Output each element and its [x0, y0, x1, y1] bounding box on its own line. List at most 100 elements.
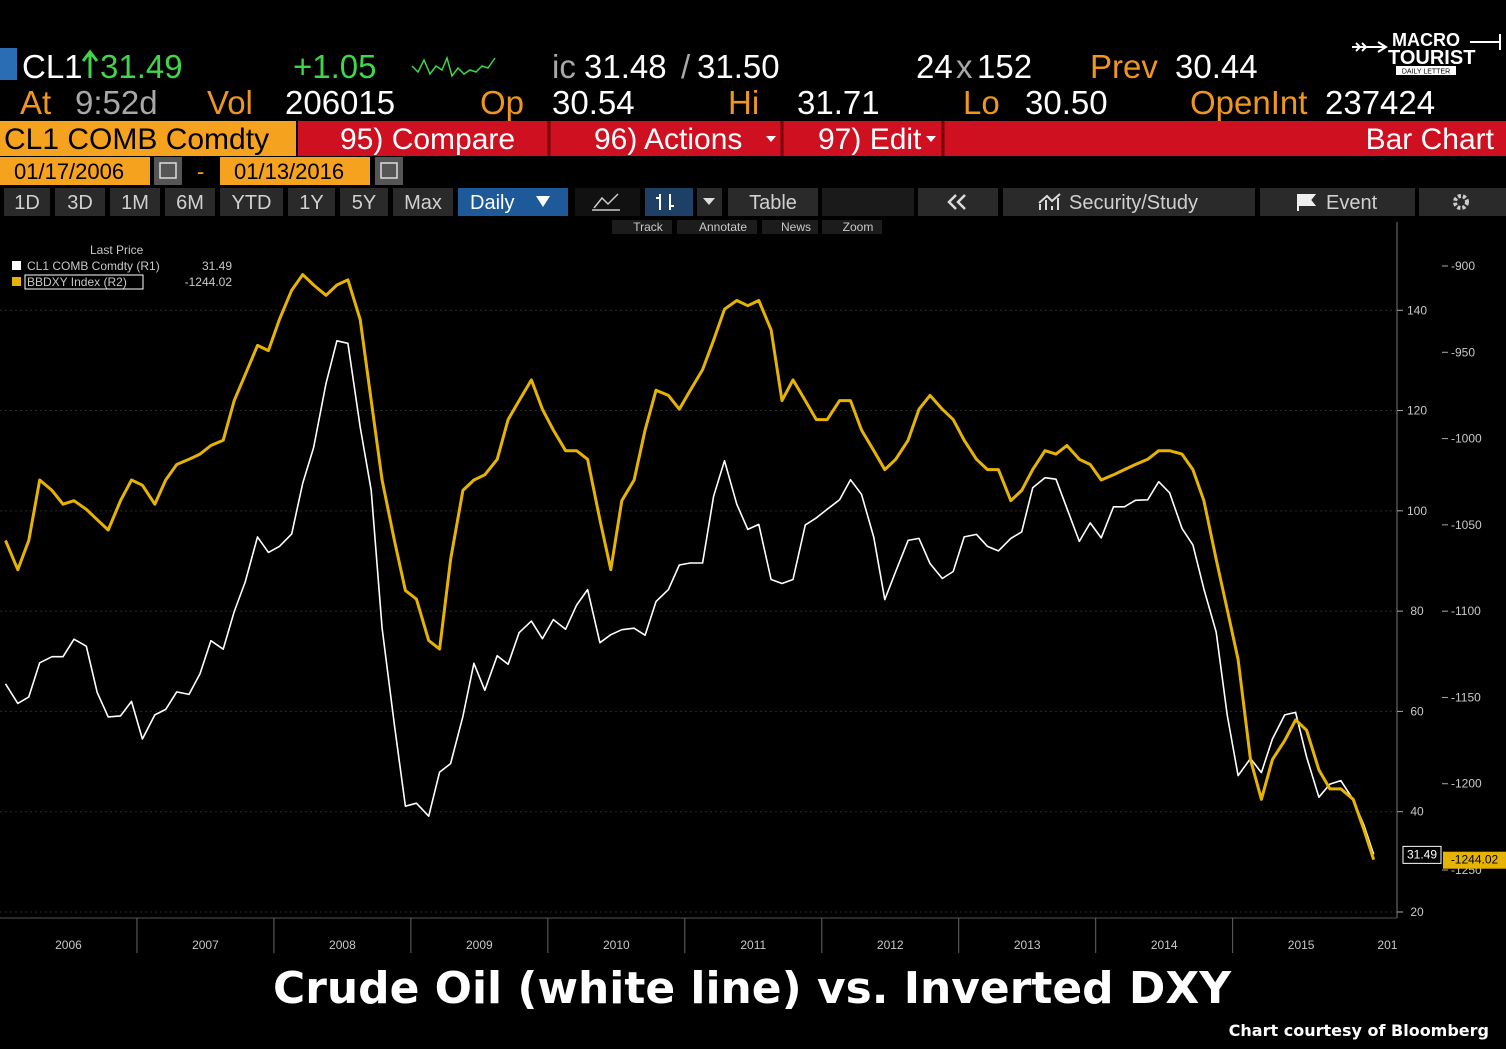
menu-item[interactable]: 97) Edit [818, 123, 922, 156]
menu-item[interactable]: 95) Compare [340, 123, 515, 156]
range-button[interactable] [165, 188, 215, 216]
sparkline [411, 55, 496, 78]
y-tick-label: 100 [1407, 504, 1427, 518]
end-date[interactable]: 01/13/2016 [234, 159, 344, 184]
legend-title: Last Price [90, 243, 144, 257]
y-tick-label: 120 [1407, 404, 1427, 418]
y2-tick-label: -1150 [1451, 690, 1481, 704]
tool-label[interactable]: News [781, 220, 811, 234]
tool-label[interactable]: Annotate [699, 220, 747, 234]
tool-label[interactable]: Track [633, 220, 664, 234]
chart-type-button[interactable] [575, 188, 640, 216]
gear-icon [1453, 194, 1469, 210]
date-sep: - [197, 159, 204, 184]
dropdown-arrow[interactable] [766, 136, 776, 142]
start-date-box[interactable] [0, 157, 150, 185]
size-ask: 152 [977, 48, 1032, 85]
range-button[interactable] [393, 188, 453, 216]
security[interactable]: CL1 COMB Comdty [4, 123, 269, 156]
start-date[interactable]: 01/17/2006 [14, 159, 124, 184]
size-sep: x [956, 48, 973, 85]
logo-band [1396, 66, 1456, 75]
collapse-icon [947, 194, 966, 210]
event[interactable]: Event [1326, 192, 1378, 214]
x-tick-label: 2014 [1151, 938, 1178, 952]
open-label: Op [480, 84, 524, 121]
range-label[interactable]: 1M [121, 192, 149, 214]
low-label: Lo [963, 84, 1000, 121]
range-button[interactable] [110, 188, 160, 216]
last-value-label: 31.49 [1407, 847, 1437, 861]
range-button[interactable] [4, 188, 50, 216]
tool-button[interactable] [822, 220, 882, 234]
bid-ask-sep: / [681, 48, 691, 85]
dropdown-arrow[interactable] [926, 136, 936, 142]
calendar-icon [380, 162, 398, 179]
range-label[interactable]: 3D [67, 192, 93, 214]
tool-button[interactable] [762, 220, 818, 234]
dropdown-arrow[interactable] [536, 196, 550, 207]
y-tick-label: 60 [1410, 704, 1424, 718]
y2-tick-label: -1050 [1451, 518, 1482, 532]
tool-button[interactable] [677, 220, 757, 234]
x-tick-label: 2007 [192, 938, 219, 952]
legend-label: CL1 COMB Comdty (R1) [27, 259, 160, 273]
logo: MACRO TOURIST DAILY LETTER [1352, 30, 1501, 76]
range-label[interactable]: 1D [14, 192, 40, 214]
series-line [4, 340, 1375, 855]
calendar-button[interactable] [375, 157, 403, 185]
tool-label[interactable]: Zoom [843, 220, 874, 234]
last-price: 31.49 [100, 48, 183, 85]
study[interactable]: Security/Study [1069, 192, 1198, 214]
x-tick-label: 201 [1377, 938, 1397, 952]
range-button[interactable] [220, 188, 283, 216]
x-tick-label: 2008 [329, 938, 356, 952]
high: 31.71 [797, 84, 880, 121]
period-button[interactable] [458, 188, 568, 216]
last-value-box [1402, 845, 1442, 864]
event-button[interactable] [1260, 188, 1415, 216]
y-tick-label: 140 [1407, 303, 1427, 317]
credit: Chart courtesy of Bloomberg [1229, 1021, 1489, 1040]
study-icon [1038, 193, 1061, 210]
table[interactable]: Table [749, 192, 797, 214]
blank-field [822, 188, 914, 216]
y2-tick-label: -900 [1451, 259, 1475, 273]
low: 30.50 [1025, 84, 1108, 121]
range-label[interactable]: 5Y [352, 192, 376, 214]
bid-label: ic [552, 48, 576, 85]
range-button[interactable] [288, 188, 335, 216]
menu-item[interactable]: 96) Actions [594, 123, 742, 156]
end-date-box[interactable] [220, 157, 370, 185]
dropdown-arrow[interactable] [703, 198, 715, 205]
range-label[interactable]: 6M [176, 192, 204, 214]
range-button[interactable] [340, 188, 388, 216]
logo-line3: DAILY LETTER [1402, 69, 1450, 76]
logo-line1: MACRO [1392, 30, 1460, 50]
range-label[interactable]: Max [404, 192, 442, 214]
legend-swatch [12, 277, 21, 286]
legend-highlight [24, 274, 144, 290]
x-tick-label: 2010 [603, 938, 630, 952]
bid: 31.48 [584, 48, 667, 85]
table-button[interactable] [728, 188, 818, 216]
tool-button[interactable] [612, 220, 672, 234]
settings-button[interactable] [1419, 188, 1506, 216]
logo-arrow [1470, 34, 1501, 50]
range-button[interactable] [55, 188, 105, 216]
range-label[interactable]: YTD [232, 192, 272, 214]
high-label: Hi [728, 84, 759, 121]
time: 9:52d [75, 84, 158, 121]
ticker-marker [0, 48, 17, 80]
toolbar: Daily Table Security/Study Event 1D 3D 1M 6… [4, 188, 1506, 234]
calendar-button[interactable] [154, 157, 182, 185]
y-tick-label: 20 [1410, 905, 1424, 919]
open-interest: 237424 [1325, 84, 1435, 121]
y2-tick-label: -1100 [1451, 604, 1481, 618]
menu-bar [298, 121, 1506, 156]
range-label[interactable]: 1Y [299, 192, 323, 214]
security-box[interactable] [0, 121, 296, 156]
logo-arrow [1352, 41, 1388, 53]
period[interactable]: Daily [470, 192, 514, 214]
